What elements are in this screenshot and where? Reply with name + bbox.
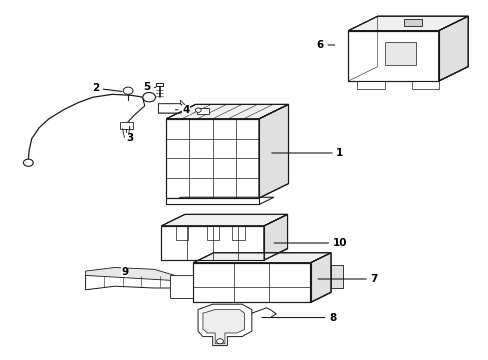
Text: 3: 3	[126, 127, 133, 143]
Polygon shape	[232, 226, 244, 240]
Polygon shape	[169, 275, 193, 298]
Polygon shape	[158, 104, 185, 113]
Polygon shape	[166, 119, 259, 198]
Circle shape	[23, 159, 33, 166]
Polygon shape	[203, 310, 244, 344]
Text: 8: 8	[262, 312, 335, 323]
Polygon shape	[403, 19, 421, 26]
Polygon shape	[264, 215, 287, 260]
Polygon shape	[166, 198, 259, 204]
Polygon shape	[206, 226, 219, 240]
Text: 7: 7	[318, 274, 377, 284]
Text: 6: 6	[316, 40, 334, 50]
Polygon shape	[438, 16, 468, 81]
Circle shape	[142, 93, 155, 102]
Polygon shape	[85, 267, 178, 281]
Text: 5: 5	[143, 82, 155, 93]
Polygon shape	[166, 104, 288, 119]
Text: 2: 2	[92, 83, 122, 93]
Polygon shape	[193, 263, 310, 302]
Circle shape	[195, 108, 201, 112]
Polygon shape	[193, 253, 330, 263]
Text: 9: 9	[121, 267, 128, 277]
Text: 4: 4	[175, 105, 189, 115]
Polygon shape	[166, 197, 273, 204]
Text: 10: 10	[274, 238, 346, 248]
Polygon shape	[259, 104, 288, 198]
Polygon shape	[85, 272, 178, 290]
Polygon shape	[198, 304, 251, 346]
Polygon shape	[158, 100, 185, 113]
Polygon shape	[175, 226, 188, 240]
Circle shape	[216, 339, 223, 344]
Polygon shape	[357, 81, 384, 89]
Circle shape	[123, 87, 133, 94]
Polygon shape	[161, 215, 287, 226]
Polygon shape	[384, 42, 415, 65]
Polygon shape	[310, 253, 330, 302]
Polygon shape	[411, 81, 438, 89]
Polygon shape	[161, 226, 264, 260]
Bar	[156, 83, 163, 86]
Polygon shape	[120, 122, 132, 129]
Polygon shape	[347, 16, 468, 31]
Bar	[196, 108, 209, 114]
Text: 1: 1	[271, 148, 343, 158]
Polygon shape	[347, 31, 438, 81]
Polygon shape	[330, 265, 342, 288]
